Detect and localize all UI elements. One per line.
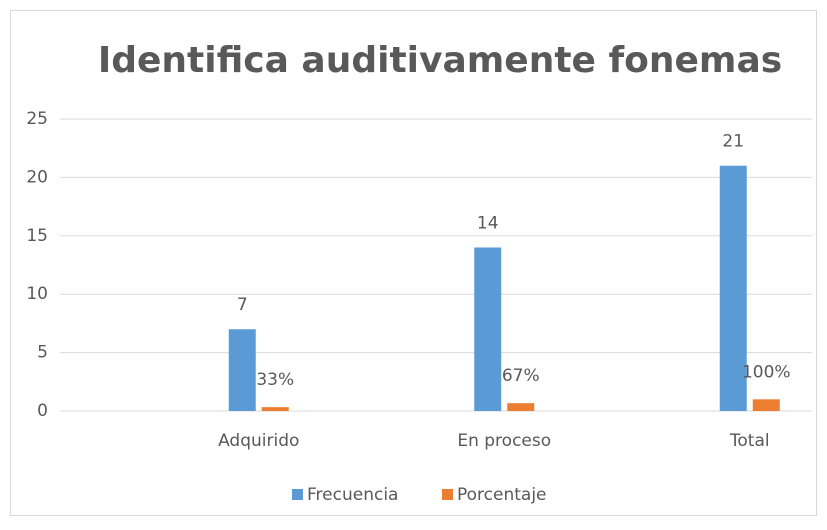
x-tick-label: Total xyxy=(729,431,770,451)
legend-label: Frecuencia xyxy=(307,485,398,505)
legend-swatch xyxy=(292,489,303,500)
x-tick-label: Adquirido xyxy=(218,431,299,451)
y-tick-label: 25 xyxy=(26,109,48,129)
data-label: 14 xyxy=(477,213,499,233)
x-tick-label: En proceso xyxy=(457,431,551,451)
bar xyxy=(752,399,780,411)
chart-border xyxy=(10,10,817,516)
data-label: 7 xyxy=(237,295,248,315)
data-label: 100% xyxy=(742,362,791,382)
y-tick-label: 20 xyxy=(26,167,48,187)
bar xyxy=(474,247,502,411)
y-tick-label: 5 xyxy=(37,343,48,363)
y-tick-label: 15 xyxy=(26,226,48,246)
bar xyxy=(228,329,256,411)
bar xyxy=(719,165,747,411)
data-label: 21 xyxy=(722,132,744,152)
data-label: 67% xyxy=(502,366,540,386)
chart-title: Identifica auditivamente fonemas xyxy=(98,40,782,81)
legend-swatch xyxy=(442,489,453,500)
data-label: 33% xyxy=(256,370,294,390)
bar xyxy=(507,403,535,411)
bar xyxy=(261,407,289,411)
y-tick-label: 10 xyxy=(26,284,48,304)
y-tick-label: 0 xyxy=(37,401,48,421)
legend-label: Porcentaje xyxy=(457,485,547,505)
